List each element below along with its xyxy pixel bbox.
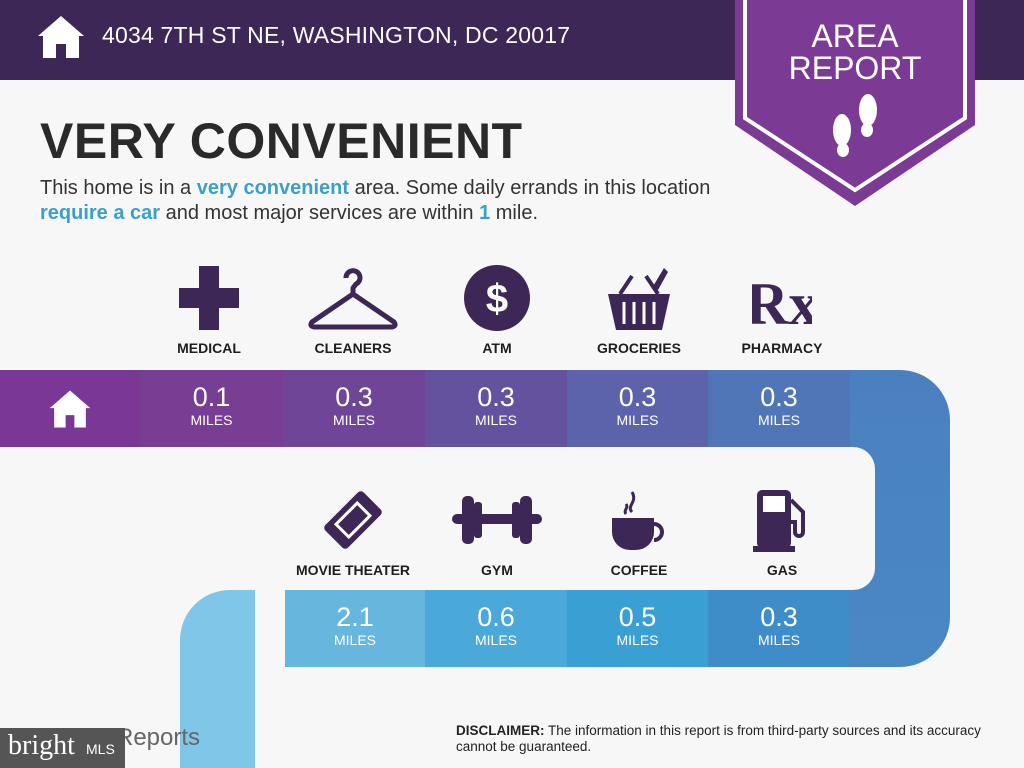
svg-text:$: $ <box>486 277 508 321</box>
amenity-groceries: GROCERIES <box>568 264 710 356</box>
home-cell <box>0 370 140 447</box>
distance-gym: 0.6 MILES <box>425 590 567 667</box>
medical-cross-icon <box>179 266 239 330</box>
basket-icon <box>608 268 670 330</box>
distance-atm: 0.3 MILES <box>425 370 567 447</box>
disclaimer: DISCLAIMER: The information in this repo… <box>456 723 981 754</box>
distance-groceries: 0.3 MILES <box>567 370 708 447</box>
page-title: VERY CONVENIENT <box>40 113 523 169</box>
coffee-cup-icon <box>612 491 664 550</box>
property-address: 4034 7TH ST NE, WASHINGTON, DC 20017 <box>102 22 571 48</box>
amenity-gym: GYM <box>426 486 568 578</box>
dumbbell-icon <box>452 496 542 544</box>
amenity-atm: $ ATM <box>426 264 568 356</box>
path-inner-corner <box>255 667 295 768</box>
dollar-icon: $ <box>464 265 530 331</box>
distance-cleaners: 0.3 MILES <box>283 370 425 447</box>
amenity-movie-theater: MOVIE THEATER <box>282 486 424 578</box>
footprints-icon <box>833 94 877 157</box>
amenity-medical: MEDICAL <box>138 264 280 356</box>
area-report-badge <box>735 0 975 206</box>
svg-text:Rx: Rx <box>752 271 812 332</box>
home-icon <box>38 16 84 58</box>
hanger-icon <box>308 268 398 330</box>
inner-panel <box>0 447 875 590</box>
distance-coffee: 0.5 MILES <box>567 590 708 667</box>
amenity-coffee: COFFEE <box>568 486 710 578</box>
distance-gas: 0.3 MILES <box>708 590 850 667</box>
amenity-cleaners: CLEANERS <box>282 264 424 356</box>
path-curve-left <box>180 590 255 768</box>
distance-movie-theater: 2.1 MILES <box>285 590 425 667</box>
description: This home is in a very convenient area. … <box>40 177 711 224</box>
reports-logo-text: Reports <box>116 724 201 751</box>
amenity-gas: GAS <box>711 486 853 578</box>
home-icon <box>49 390 91 428</box>
distance-pharmacy: 0.3 MILES <box>708 370 850 447</box>
bright-mls-logo: bright MLS <box>0 728 125 768</box>
rx-icon: Rx <box>752 271 812 332</box>
distance-medical: 0.1 MILES <box>140 370 283 447</box>
ticket-icon <box>324 491 382 549</box>
area-report-title: AREA REPORT <box>788 18 922 86</box>
amenity-pharmacy: Rx PHARMACY <box>711 264 853 356</box>
gas-pump-icon <box>753 490 805 552</box>
